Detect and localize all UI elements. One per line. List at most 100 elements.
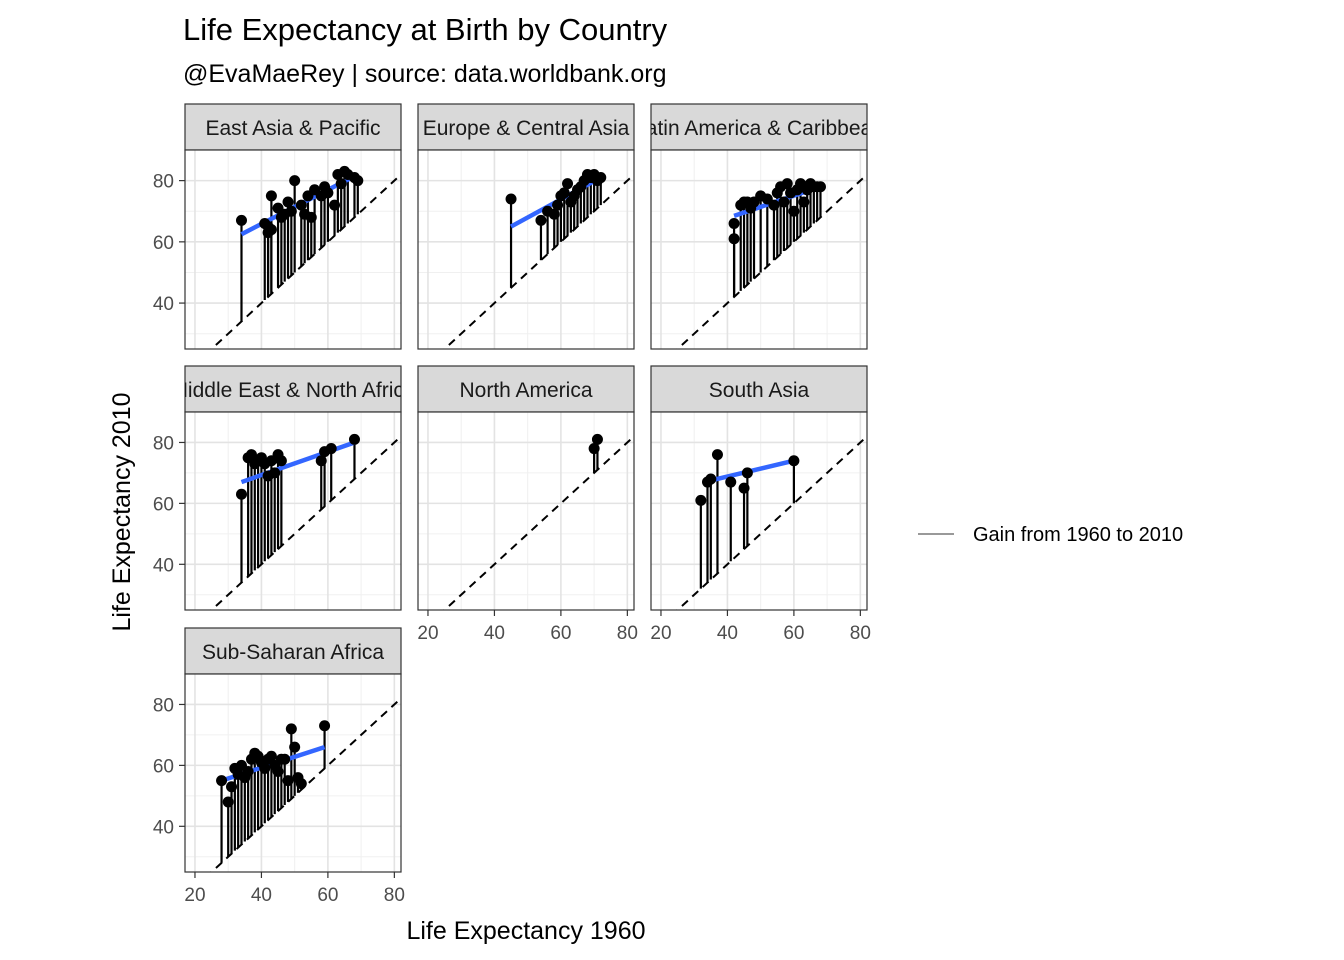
data-point [295,199,307,211]
axes: 40 60 80 40 60 80 20 40 60 80 20 40 60 80 40 60 80 20 40 60… [153,172,871,906]
data-point [226,781,238,793]
facet-latin-america-caribbean: Latin America & Caribbean [650,103,868,350]
panel-plot-area [185,150,401,349]
strip-label: East Asia & Pacific [205,117,380,140]
data-point [562,178,574,190]
y-tick-label: 80 [153,695,174,716]
reference-line [676,173,867,349]
data-point [259,762,271,774]
facet-europe-central-asia: Europe & Central Asia [417,103,635,350]
data-point [728,217,740,229]
panel-plot-area [651,150,867,349]
x-tick-label: 20 [184,885,205,906]
data-point [329,199,341,211]
x-tick-label: 80 [850,623,871,644]
chart-title: Life Expectancy at Birth by Country [183,12,668,47]
data-point [548,208,560,220]
data-point [269,467,281,479]
x-tick-label: 80 [617,623,638,644]
x-tick-label: 20 [417,623,438,644]
panel-plot-area [185,674,401,872]
legend-label: Gain from 1960 to 2010 [973,524,1183,546]
x-tick-label: 20 [650,623,671,644]
strip-europe-central-asia [417,103,635,151]
facet-south-asia: South Asia [650,365,868,611]
data-point [725,476,737,488]
strip-label: South Asia [709,379,810,402]
panel-border [650,149,868,350]
strip-label: North America [459,379,592,402]
strip-label: Europe & Central Asia [423,117,630,140]
data-point [788,455,800,467]
strip-label: Middle East & North Africa [170,379,415,402]
panel-plot-area [185,412,401,610]
panel-background [185,412,401,610]
facet-sub-saharan-africa: Sub-Saharan Africa [184,627,402,873]
data-point [588,443,600,455]
data-point [289,741,301,753]
data-point [235,488,247,500]
strip-label: Sub-Saharan Africa [202,641,384,664]
data-point [552,199,564,211]
panel-border [184,673,402,873]
facet-panels: East Asia & Pacific Europe & Central Asia… [170,103,868,873]
facet-middle-east-north-africa: Middle East & North Africa [170,365,415,611]
chart-subtitle: @EvaMaeRey | source: data.worldbank.org [183,60,667,88]
data-point [279,753,291,765]
data-point [242,765,254,777]
data-point [798,196,810,208]
data-point [222,796,234,808]
data-point [705,473,717,485]
strip-middle-east-north-africa [184,365,402,413]
data-point [289,175,301,187]
data-point [778,196,790,208]
y-tick-label: 60 [153,233,174,254]
x-tick-label: 60 [783,623,804,644]
data-point [595,172,607,184]
y-tick-label: 80 [153,433,174,454]
panel-border [184,149,402,350]
data-point [285,723,297,735]
reference-line [443,435,634,610]
x-tick-label: 40 [717,623,738,644]
data-point [781,178,793,190]
data-point [216,775,228,787]
data-point [711,449,723,461]
y-tick-label: 80 [153,172,174,193]
data-point [319,720,331,732]
reference-line [210,697,401,872]
y-tick-label: 40 [153,817,174,838]
panel-plot-area [651,412,867,610]
panel-background [651,150,867,349]
panel-border [417,411,635,611]
data-point [325,443,337,455]
y-tick-label: 40 [153,555,174,576]
y-tick-label: 60 [153,494,174,515]
data-point [322,187,334,199]
x-tick-label: 40 [484,623,505,644]
data-point [265,190,277,202]
data-point [285,205,297,217]
panel-border [417,149,635,350]
data-point [282,775,294,787]
data-point [348,433,360,445]
strip-east-asia-pacific [184,103,402,151]
data-point [272,765,284,777]
y-axis-title: Life Expectancy 2010 [108,392,136,631]
data-point [695,494,707,506]
reference-line [443,173,634,349]
reference-line [676,435,867,610]
panel-border [650,411,868,611]
data-point [814,181,826,193]
data-point [305,211,317,223]
data-point [768,199,780,211]
data-point [295,778,307,790]
reference-line [210,173,401,349]
panel-plot-area [418,150,634,349]
panel-border [184,411,402,611]
data-point [558,187,570,199]
data-point [235,214,247,226]
x-tick-label: 60 [550,623,571,644]
x-tick-label: 80 [384,885,405,906]
